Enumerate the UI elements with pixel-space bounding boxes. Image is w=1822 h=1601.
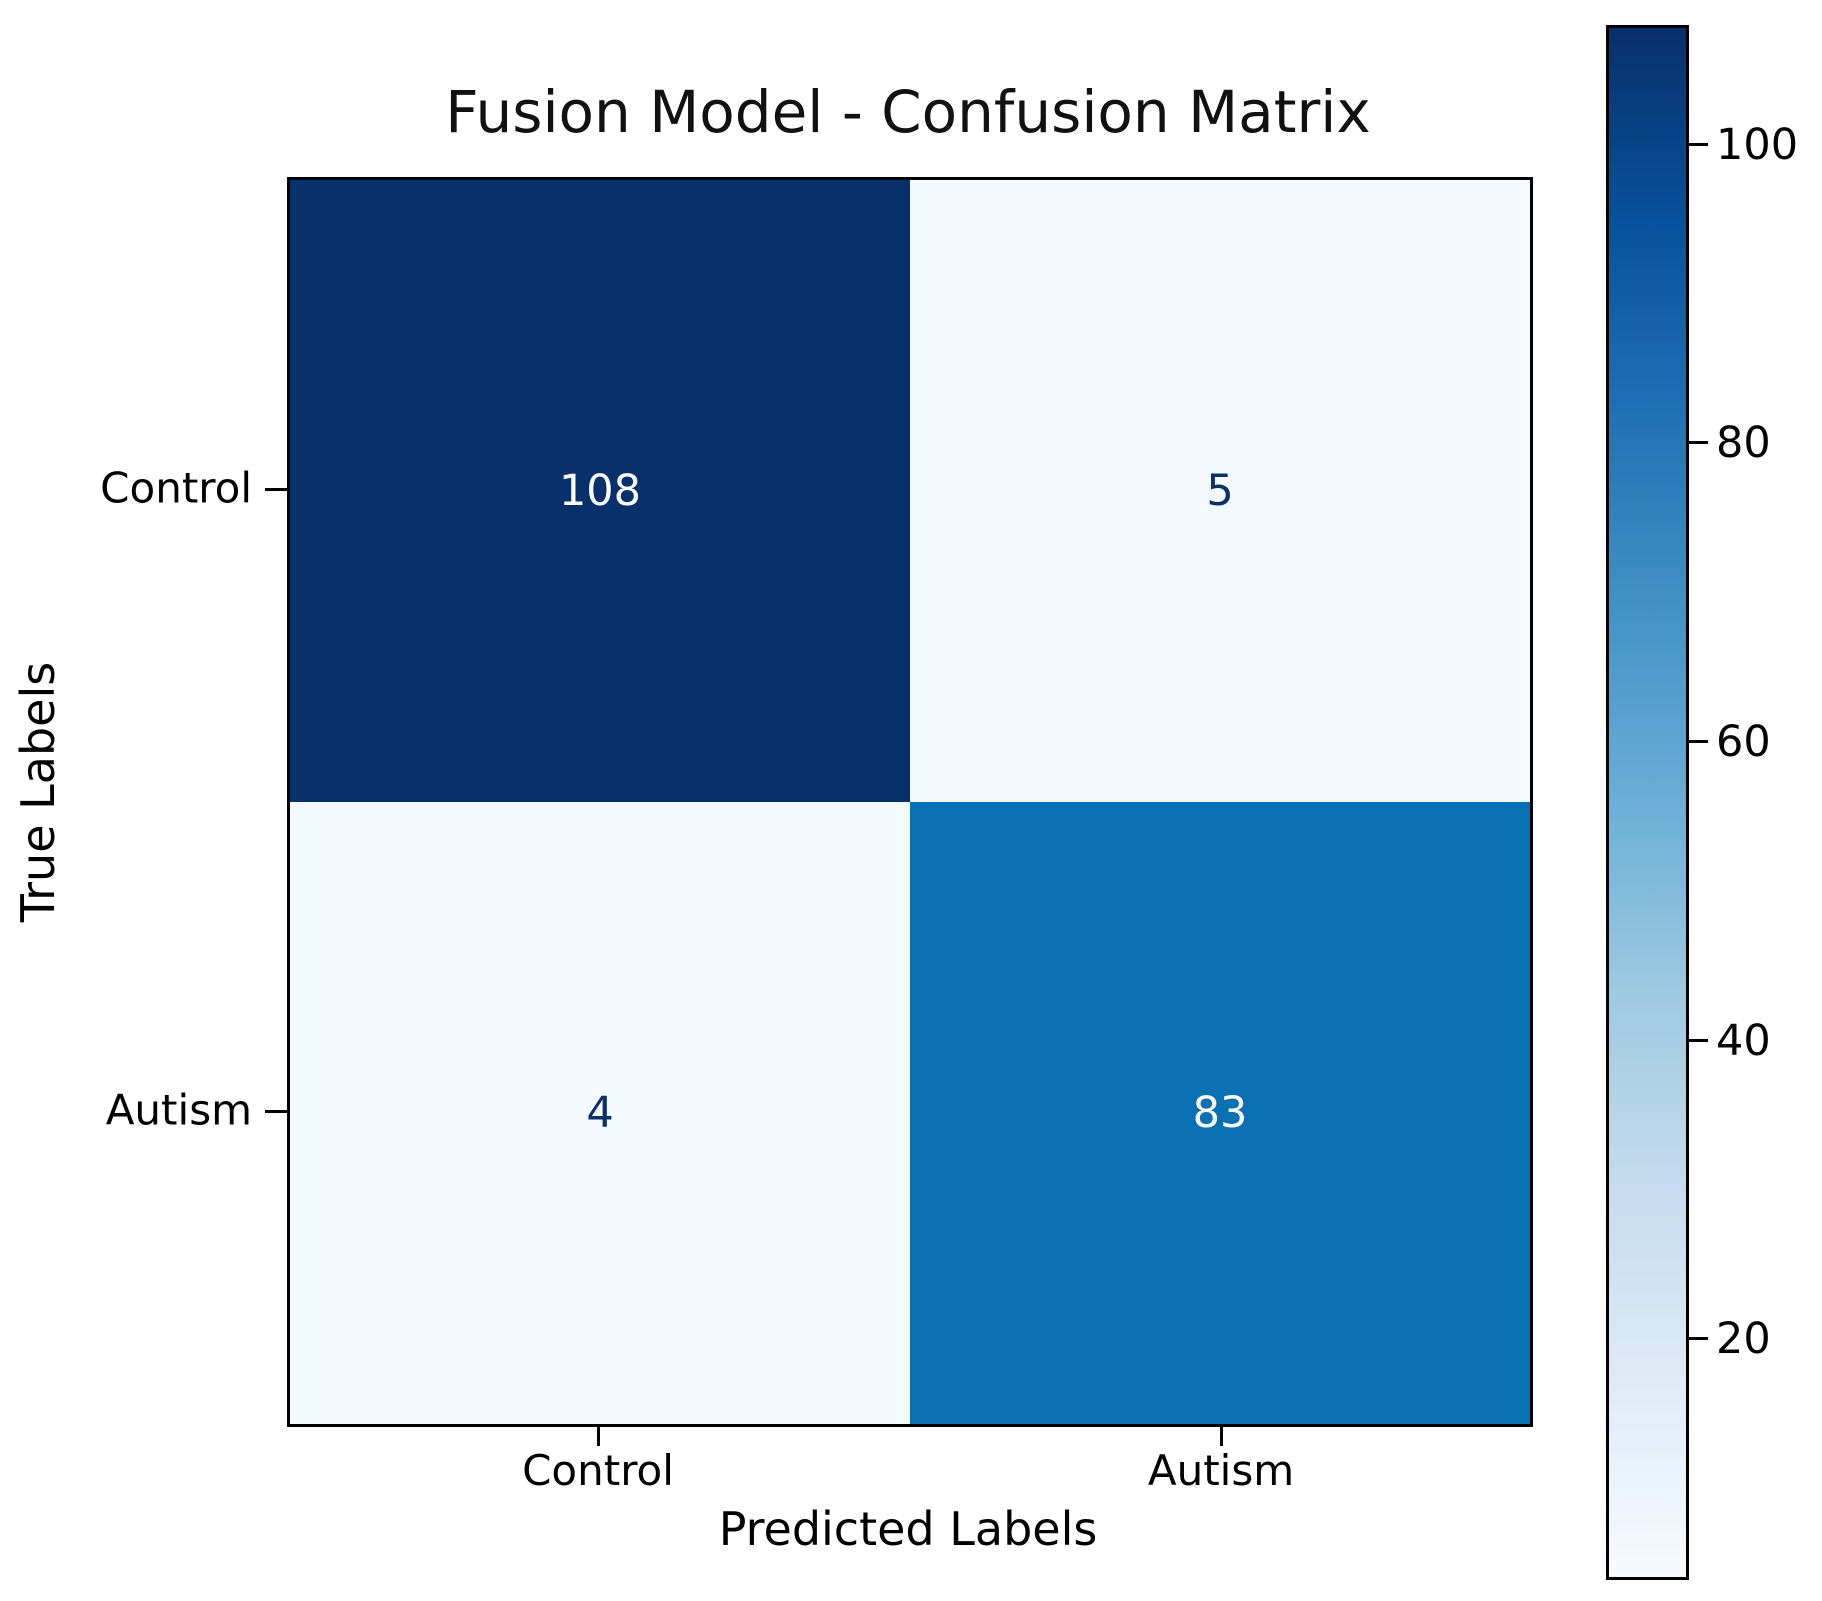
- chart-title: Fusion Model - Confusion Matrix: [445, 78, 1371, 146]
- x-tick-mark-autism: [1220, 1424, 1223, 1446]
- cell-value: 5: [1206, 465, 1234, 516]
- colorbar-tick-label-80: 80: [1716, 418, 1771, 468]
- colorbar-tick-mark-60: [1686, 740, 1708, 743]
- colorbar-tick-mark-40: [1686, 1039, 1708, 1042]
- y-tick-label-autism: Autism: [105, 1085, 252, 1135]
- colorbar-tick-label-40: 40: [1716, 1016, 1771, 1066]
- x-tick-mark-control: [597, 1424, 600, 1446]
- colorbar-gradient: [1606, 25, 1689, 1580]
- colorbar-tick-label-100: 100: [1716, 120, 1799, 170]
- x-tick-label-autism: Autism: [1147, 1446, 1295, 1495]
- cell-value: 108: [558, 465, 642, 516]
- matrix-cell-true-autism-pred-autism: 83: [910, 802, 1530, 1424]
- x-axis-label: Predicted Labels: [718, 1502, 1098, 1556]
- colorbar-tick-label-60: 60: [1716, 717, 1771, 767]
- matrix-cell-true-control-pred-autism: 5: [910, 180, 1530, 802]
- colorbar-tick-mark-100: [1686, 143, 1708, 146]
- cell-value: 83: [1192, 1087, 1248, 1138]
- y-tick-label-control: Control: [100, 463, 252, 513]
- y-axis-label: True Labels: [11, 661, 65, 923]
- x-tick-label-control: Control: [522, 1446, 674, 1495]
- y-tick-mark-control: [265, 488, 287, 491]
- cell-value: 4: [586, 1087, 614, 1138]
- colorbar-tick-mark-80: [1686, 441, 1708, 444]
- colorbar-tick-label-20: 20: [1716, 1314, 1771, 1364]
- colorbar-tick-mark-20: [1686, 1337, 1708, 1340]
- y-tick-mark-autism: [265, 1110, 287, 1113]
- matrix-cell-true-control-pred-control: 108: [290, 180, 910, 802]
- heatmap-axes: 108 5 4 83: [287, 177, 1533, 1427]
- matrix-cell-true-autism-pred-control: 4: [290, 802, 910, 1424]
